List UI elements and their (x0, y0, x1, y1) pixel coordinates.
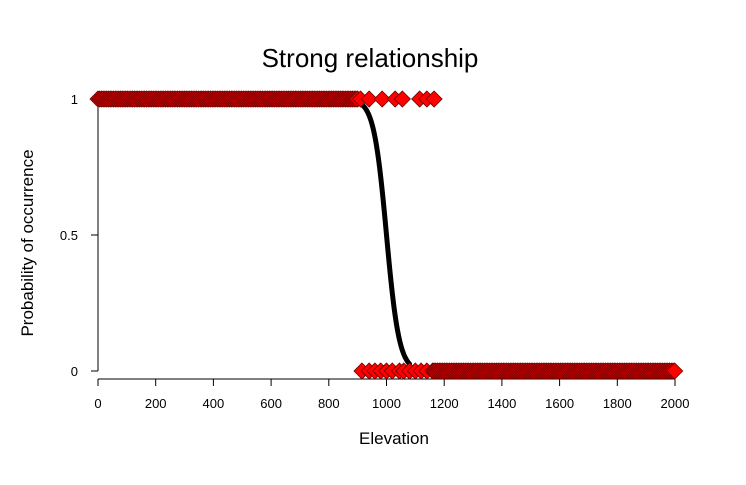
x-tick-label: 600 (260, 396, 282, 411)
presence-point (393, 90, 411, 108)
x-axis-label: Elevation (359, 429, 429, 448)
x-tick-label: 1200 (430, 396, 459, 411)
x-tick-label: 2000 (661, 396, 690, 411)
x-tick-label: 1000 (372, 396, 401, 411)
x-tick-label: 1800 (603, 396, 632, 411)
y-tick-label: 0.5 (60, 228, 78, 243)
x-tick-label: 400 (203, 396, 225, 411)
x-tick-label: 200 (145, 396, 167, 411)
x-tick-label: 1600 (545, 396, 574, 411)
fitted-curve (355, 99, 413, 367)
absence-point (666, 362, 684, 380)
presence-point (373, 90, 391, 108)
presence-point (425, 90, 443, 108)
x-tick-label: 1400 (487, 396, 516, 411)
chart-title: Strong relationship (262, 43, 479, 73)
x-tick-label: 800 (318, 396, 340, 411)
y-tick-label: 1 (71, 92, 78, 107)
y-axis: 00.51 (60, 92, 99, 379)
y-axis-label: Probability of occurrence (18, 149, 37, 336)
x-axis: 0 200 400 600 800 1000 1200 1400 1600 1800 2000 (94, 378, 690, 411)
fitted-curve-layer (355, 99, 413, 367)
y-tick-label: 0 (71, 364, 78, 379)
presence-point (360, 90, 378, 108)
x-tick-label: 0 (94, 396, 101, 411)
data-points-layer (89, 90, 684, 380)
